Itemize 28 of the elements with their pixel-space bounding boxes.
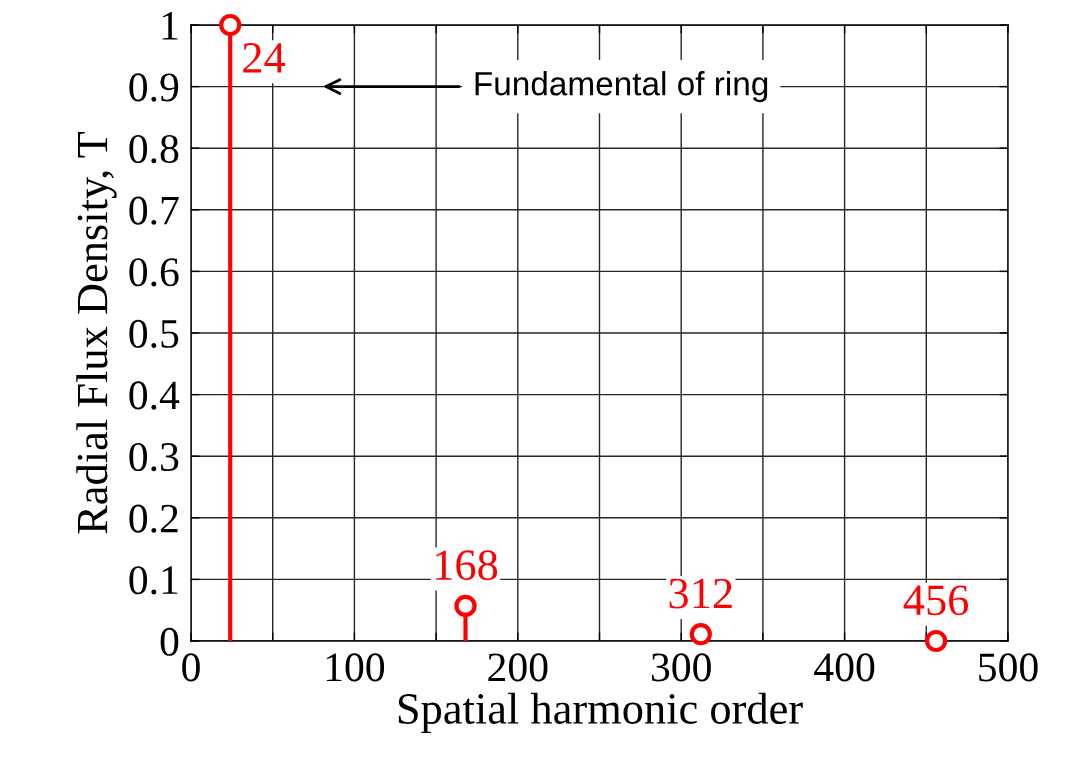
y-tick-label: 0.4 [129,381,180,410]
annotation: 24 [243,43,286,73]
y-tick-label: 0.2 [129,504,178,533]
x-tick-label: 400 [814,653,875,682]
annotation: Fundamental of ring [475,71,768,103]
y-tick-label: 0.1 [129,566,178,595]
point [219,13,242,37]
x-tick-label: 100 [326,653,385,682]
y-tick-label: 0.3 [129,442,179,472]
y-tick-label: 0.8 [129,134,179,164]
y-tick-label: 1 [162,11,178,40]
x-tick-label: 300 [651,653,711,682]
x-tick-label: 500 [979,653,1038,682]
y-tick-label: 0 [160,627,179,656]
y-tick-label: 0.6 [129,258,179,287]
annotation: 168 [436,550,498,581]
y-axis-title: Radial Flux Density, T [76,131,117,534]
annotation: 456 [903,585,969,616]
y-tick-label: 0.9 [129,73,179,102]
y-tick-label: 0.5 [129,319,179,349]
x-tick-label: 0 [182,653,200,682]
point [924,629,948,653]
x-tick-label: 200 [488,653,548,682]
y-tick-label: 0.7 [129,196,179,225]
point [454,594,477,618]
point [689,623,712,646]
x-axis-title: Spatial harmonic order [398,692,803,733]
annotation: 312 [669,578,732,609]
